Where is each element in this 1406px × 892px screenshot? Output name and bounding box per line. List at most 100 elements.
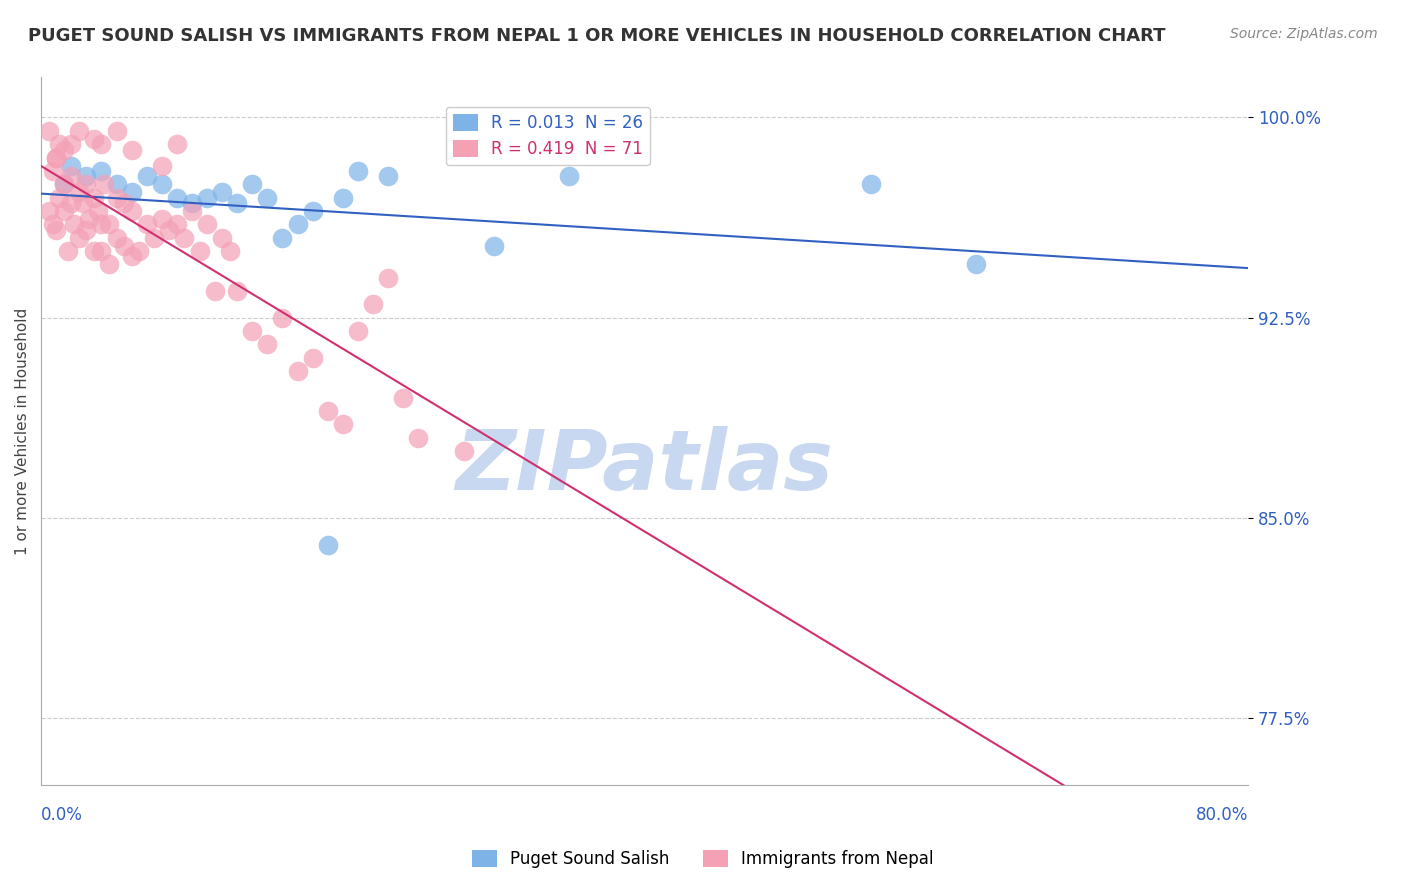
Point [287, 364, 309, 378]
Point [63, 217, 86, 231]
Point [287, 217, 309, 231]
Point [98, 217, 121, 231]
Point [121, 249, 143, 263]
Point [332, 417, 354, 432]
Point [240, 324, 263, 338]
Point [52, 203, 75, 218]
Text: 0.0%: 0.0% [41, 806, 83, 824]
Point [271, 230, 294, 244]
Point [150, 159, 173, 173]
Point [181, 195, 204, 210]
Point [60, 137, 83, 152]
Point [406, 431, 429, 445]
Point [90, 244, 112, 258]
Point [42, 217, 65, 231]
Point [60, 169, 83, 184]
Point [301, 351, 323, 365]
Point [52, 178, 75, 192]
Point [83, 244, 105, 258]
Point [173, 230, 195, 244]
Y-axis label: 1 or more Vehicles in Household: 1 or more Vehicles in Household [15, 308, 30, 555]
Point [204, 284, 226, 298]
Point [67, 124, 90, 138]
Point [256, 190, 278, 204]
Point [60, 159, 83, 173]
Point [45, 151, 67, 165]
Point [453, 444, 475, 458]
Point [965, 257, 987, 271]
Point [38, 124, 60, 138]
Point [558, 169, 581, 184]
Point [859, 178, 882, 192]
Point [75, 222, 97, 236]
Point [45, 151, 67, 165]
Point [195, 190, 218, 204]
Point [392, 391, 415, 405]
Point [90, 164, 112, 178]
Point [48, 190, 70, 204]
Point [72, 195, 94, 210]
Point [112, 195, 135, 210]
Point [143, 230, 166, 244]
Point [181, 203, 204, 218]
Point [42, 164, 65, 178]
Point [93, 178, 115, 192]
Point [67, 185, 90, 199]
Point [105, 178, 128, 192]
Point [211, 185, 233, 199]
Point [166, 137, 188, 152]
Point [157, 222, 180, 236]
Point [112, 238, 135, 252]
Point [83, 132, 105, 146]
Point [482, 238, 505, 252]
Point [105, 124, 128, 138]
Point [75, 178, 97, 192]
Point [67, 230, 90, 244]
Point [316, 404, 339, 418]
Point [332, 190, 354, 204]
Point [271, 310, 294, 325]
Point [121, 143, 143, 157]
Point [218, 244, 240, 258]
Point [121, 203, 143, 218]
Point [87, 203, 110, 218]
Point [166, 190, 188, 204]
Point [226, 284, 249, 298]
Point [45, 222, 67, 236]
Point [135, 169, 157, 184]
Point [135, 217, 157, 231]
Point [90, 217, 112, 231]
Point [347, 324, 370, 338]
Point [150, 178, 173, 192]
Point [195, 217, 218, 231]
Point [52, 178, 75, 192]
Point [75, 169, 97, 184]
Point [128, 244, 150, 258]
Point [83, 190, 105, 204]
Text: 80.0%: 80.0% [1195, 806, 1249, 824]
Point [316, 537, 339, 551]
Point [58, 244, 80, 258]
Point [60, 195, 83, 210]
Point [98, 257, 121, 271]
Point [38, 203, 60, 218]
Point [166, 217, 188, 231]
Point [188, 244, 211, 258]
Text: ZIPatlas: ZIPatlas [456, 426, 834, 507]
Point [90, 137, 112, 152]
Legend: Puget Sound Salish, Immigrants from Nepal: Puget Sound Salish, Immigrants from Nepa… [465, 843, 941, 875]
Point [377, 270, 399, 285]
Point [256, 337, 278, 351]
Point [240, 178, 263, 192]
Point [211, 230, 233, 244]
Point [226, 195, 249, 210]
Text: Source: ZipAtlas.com: Source: ZipAtlas.com [1230, 27, 1378, 41]
Legend: R = 0.013  N = 26, R = 0.419  N = 71: R = 0.013 N = 26, R = 0.419 N = 71 [446, 107, 650, 165]
Point [52, 143, 75, 157]
Point [121, 185, 143, 199]
Point [301, 203, 323, 218]
Point [347, 164, 370, 178]
Point [79, 211, 101, 226]
Point [105, 190, 128, 204]
Point [105, 230, 128, 244]
